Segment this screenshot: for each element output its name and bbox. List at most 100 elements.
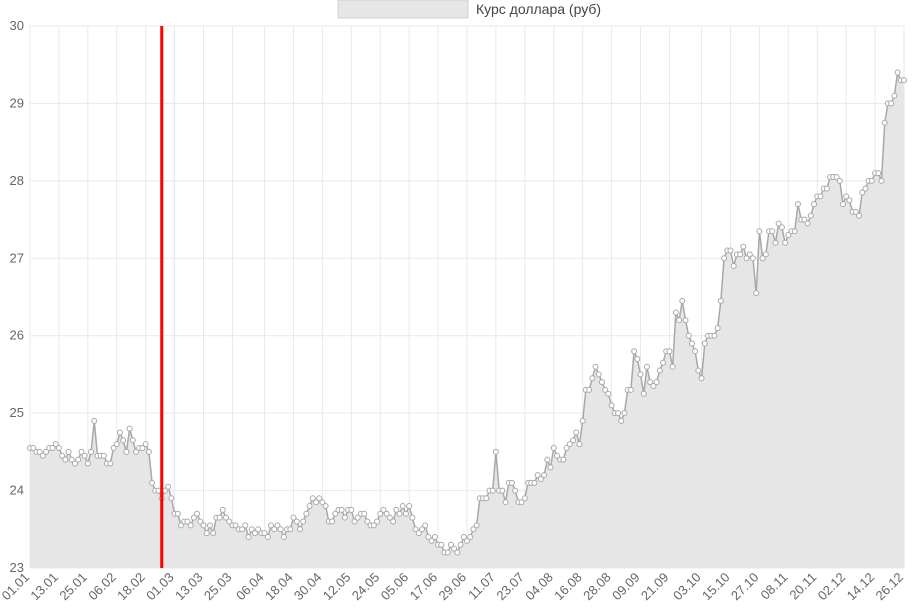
data-marker [265, 535, 270, 540]
data-marker [166, 484, 171, 489]
data-marker [400, 504, 405, 509]
data-marker [130, 438, 135, 443]
data-marker [114, 442, 119, 447]
data-marker [391, 519, 396, 524]
data-marker [638, 372, 643, 377]
data-marker [195, 511, 200, 516]
data-marker [673, 310, 678, 315]
data-marker [693, 349, 698, 354]
data-marker [702, 341, 707, 346]
data-marker [522, 496, 527, 501]
data-marker [455, 550, 460, 555]
data-marker [754, 291, 759, 296]
data-marker [281, 535, 286, 540]
legend-label: Курс доллара (руб) [476, 1, 601, 17]
data-marker [207, 523, 212, 528]
data-marker [474, 523, 479, 528]
data-marker [82, 453, 87, 458]
data-marker [362, 511, 367, 516]
data-marker [323, 504, 328, 509]
data-marker [375, 519, 380, 524]
data-marker [895, 70, 900, 75]
data-marker [863, 186, 868, 191]
y-tick-label: 28 [10, 173, 24, 188]
data-marker [108, 461, 113, 466]
legend-swatch [338, 0, 468, 18]
data-marker [628, 387, 633, 392]
data-marker [294, 519, 299, 524]
data-marker [124, 449, 129, 454]
data-marker [882, 120, 887, 125]
data-marker [683, 318, 688, 323]
data-marker [175, 511, 180, 516]
data-marker [188, 523, 193, 528]
data-marker [330, 519, 335, 524]
data-marker [731, 264, 736, 269]
data-marker [85, 461, 90, 466]
data-marker [220, 507, 225, 512]
data-marker [150, 480, 155, 485]
data-marker [490, 488, 495, 493]
data-marker [127, 426, 132, 431]
data-marker [532, 480, 537, 485]
data-marker [757, 229, 762, 234]
data-marker [143, 442, 148, 447]
data-marker [837, 178, 842, 183]
data-marker [63, 457, 68, 462]
data-marker [644, 364, 649, 369]
data-marker [410, 515, 415, 520]
data-marker [876, 171, 881, 176]
data-marker [677, 318, 682, 323]
data-marker [339, 507, 344, 512]
data-marker [667, 349, 672, 354]
data-marker [773, 240, 778, 245]
data-marker [902, 78, 907, 83]
data-marker [840, 202, 845, 207]
data-marker [869, 178, 874, 183]
data-marker [596, 372, 601, 377]
data-marker [722, 256, 727, 261]
data-marker [889, 101, 894, 106]
data-marker [76, 457, 81, 462]
data-marker [670, 364, 675, 369]
data-marker [217, 515, 222, 520]
data-marker [686, 333, 691, 338]
data-marker [616, 411, 621, 416]
data-marker [432, 535, 437, 540]
data-marker [812, 202, 817, 207]
data-marker [689, 341, 694, 346]
data-marker [500, 488, 505, 493]
data-marker [680, 298, 685, 303]
data-marker [92, 418, 97, 423]
data-marker [243, 523, 248, 528]
data-marker [657, 368, 662, 373]
data-marker [146, 449, 151, 454]
data-marker [101, 453, 106, 458]
y-tick-label: 25 [10, 405, 24, 420]
data-marker [545, 457, 550, 462]
data-marker [635, 356, 640, 361]
data-marker [66, 449, 71, 454]
data-marker [297, 527, 302, 532]
data-marker [654, 380, 659, 385]
data-marker [593, 364, 598, 369]
data-marker [349, 507, 354, 512]
data-marker [458, 542, 463, 547]
data-marker [892, 93, 897, 98]
data-marker [548, 465, 553, 470]
data-marker [117, 430, 122, 435]
data-marker [423, 523, 428, 528]
data-marker [879, 178, 884, 183]
data-marker [89, 449, 94, 454]
data-marker [246, 535, 251, 540]
data-marker [301, 519, 306, 524]
data-marker [818, 194, 823, 199]
data-marker [783, 240, 788, 245]
data-marker [561, 457, 566, 462]
data-marker [728, 248, 733, 253]
data-marker [468, 535, 473, 540]
data-marker [808, 213, 813, 218]
data-marker [795, 202, 800, 207]
data-marker [513, 488, 518, 493]
data-marker [587, 387, 592, 392]
